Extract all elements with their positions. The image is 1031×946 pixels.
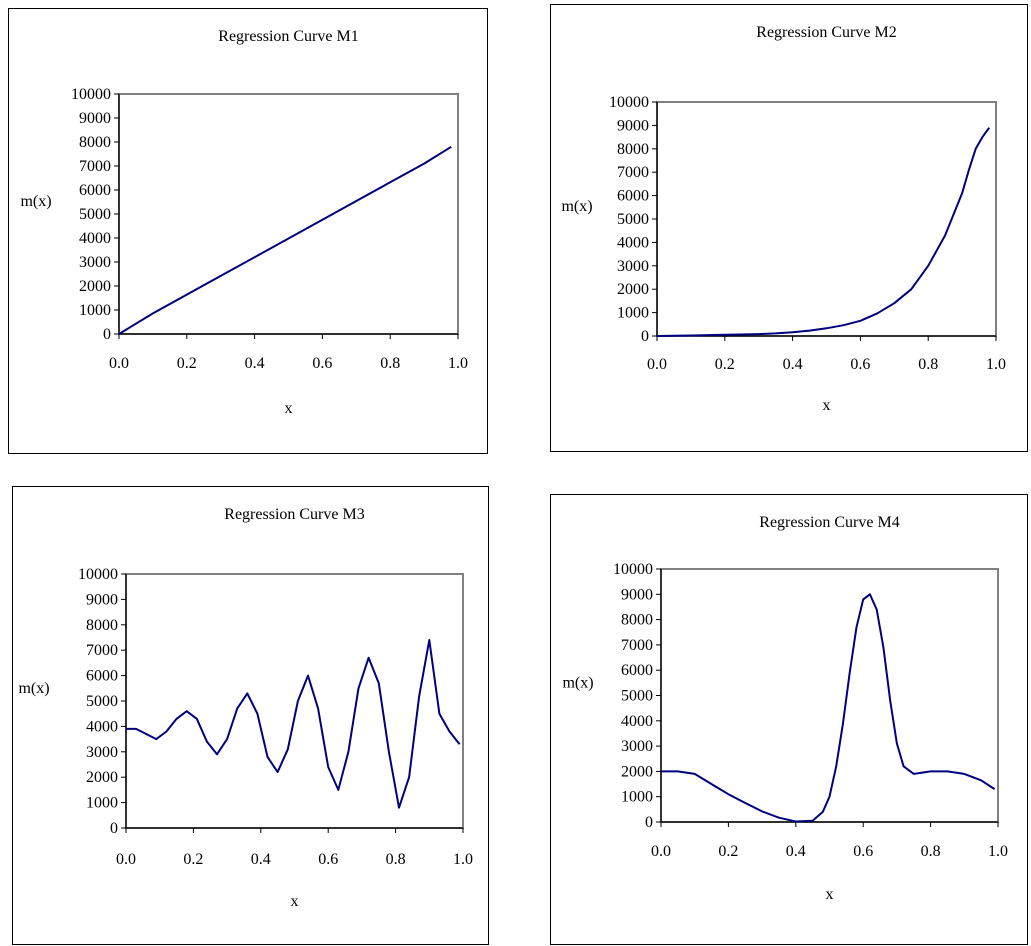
chart-panel-m2: Regression Curve M2 0 1000 2000 3000 4000 5000… xyxy=(550,4,1028,452)
y-tick-label: 9000 xyxy=(621,586,653,603)
x-tick-label: 0.8 xyxy=(921,843,941,860)
y-tick-label: 8000 xyxy=(86,617,118,634)
x-tick-label: 0.2 xyxy=(715,356,735,373)
chart-panel-m1: Regression Curve M1 0 1000 2000 3000 4000 5000… xyxy=(8,8,488,454)
y-tick-label: 2000 xyxy=(621,763,653,780)
y-tick-label: 4000 xyxy=(86,718,118,735)
y-tick-label: 5000 xyxy=(617,211,649,228)
y-axis-label: m(x) xyxy=(20,193,51,210)
y-tick-label: 4000 xyxy=(617,234,649,251)
x-tick-label: 0.6 xyxy=(850,356,870,373)
y-tick-label: 1000 xyxy=(621,789,653,806)
x-tick-label: 0.4 xyxy=(245,355,265,372)
x-tick-label: 0.2 xyxy=(183,851,203,868)
y-axis-label: m(x) xyxy=(561,198,592,215)
x-axis-label: x xyxy=(285,400,293,417)
y-tick-label: 6000 xyxy=(86,668,118,685)
y-tick-label: 10000 xyxy=(71,86,111,103)
y-tick-label: 0 xyxy=(645,814,653,831)
series-line xyxy=(656,127,991,337)
chart-m2: Regression Curve M2 0 1000 2000 3000 4000 5000… xyxy=(561,24,1006,414)
plot-area xyxy=(656,101,997,337)
y-tick-label: 9000 xyxy=(79,110,111,127)
y-tick-label: 2000 xyxy=(86,769,118,786)
chart-panel-m4: Regression Curve M4 0 1000 2000 3000 4000 5000… xyxy=(550,494,1028,945)
y-tick-label: 5000 xyxy=(86,693,118,710)
x-tick-label: 0.2 xyxy=(177,355,197,372)
y-tick-label: 5000 xyxy=(79,206,111,223)
y-axis-label: m(x) xyxy=(562,675,593,692)
x-tick-label: 0.6 xyxy=(318,851,338,868)
chart-panel-m3: Regression Curve M3 0 1000 2000 3000 4000 5000… xyxy=(12,486,489,945)
y-tick-label: 0 xyxy=(641,328,649,345)
x-axis-label: x xyxy=(823,397,831,414)
y-tick-label: 3000 xyxy=(617,258,649,275)
series-line xyxy=(126,639,461,809)
x-tick-label: 0.4 xyxy=(786,843,806,860)
y-tick-label: 7000 xyxy=(79,158,111,175)
chart-m1: Regression Curve M1 0 1000 2000 3000 4000 5000… xyxy=(20,28,468,417)
series-line xyxy=(118,145,452,335)
chart-title: Regression Curve M3 xyxy=(224,506,364,523)
y-tick-label: 0 xyxy=(110,820,118,837)
x-tick-label: 0.8 xyxy=(380,355,400,372)
x-tick-label: 0.6 xyxy=(312,355,332,372)
x-tick-label: 1.0 xyxy=(988,843,1008,860)
x-tick-label: 0.6 xyxy=(853,843,873,860)
x-tick-label: 0.8 xyxy=(918,356,938,373)
chart-m3: Regression Curve M3 0 1000 2000 3000 4000 5000… xyxy=(18,506,473,910)
x-tick-label: 0.0 xyxy=(116,851,136,868)
y-tick-label: 4000 xyxy=(79,230,111,247)
y-tick-label: 2000 xyxy=(617,281,649,298)
y-tick-label: 2000 xyxy=(79,278,111,295)
plot-area xyxy=(125,573,464,829)
x-tick-label: 0.8 xyxy=(386,851,406,868)
y-tick-label: 7000 xyxy=(621,637,653,654)
y-tick-label: 8000 xyxy=(617,141,649,158)
y-tick-label: 1000 xyxy=(79,302,111,319)
y-tick-label: 1000 xyxy=(86,795,118,812)
chart-m4: Regression Curve M4 0 1000 2000 3000 4000 5000… xyxy=(562,514,1008,903)
y-axis-label: m(x) xyxy=(18,680,49,697)
y-tick-label: 7000 xyxy=(617,164,649,181)
y-tick-label: 10000 xyxy=(78,566,118,583)
y-tick-label: 8000 xyxy=(621,612,653,629)
chart-title: Regression Curve M1 xyxy=(218,28,358,45)
x-tick-label: 0.0 xyxy=(109,355,129,372)
series-line xyxy=(661,593,996,823)
y-tick-label: 10000 xyxy=(613,561,653,578)
x-tick-label: 0.4 xyxy=(251,851,271,868)
x-tick-label: 1.0 xyxy=(986,356,1006,373)
y-tick-label: 9000 xyxy=(617,117,649,134)
y-tick-label: 10000 xyxy=(609,94,649,111)
plot-area xyxy=(118,93,459,335)
y-tick-label: 7000 xyxy=(86,642,118,659)
chart-title: Regression Curve M4 xyxy=(759,514,899,531)
x-tick-label: 0.0 xyxy=(647,356,667,373)
y-tick-label: 6000 xyxy=(617,188,649,205)
x-tick-label: 0.4 xyxy=(783,356,803,373)
y-tick-label: 8000 xyxy=(79,134,111,151)
x-tick-label: 1.0 xyxy=(448,355,468,372)
x-axis-label: x xyxy=(826,886,834,903)
y-tick-label: 5000 xyxy=(621,688,653,705)
y-tick-label: 0 xyxy=(103,326,111,343)
y-tick-label: 1000 xyxy=(617,305,649,322)
x-axis-label: x xyxy=(291,893,299,910)
y-tick-label: 4000 xyxy=(621,713,653,730)
y-tick-label: 3000 xyxy=(79,254,111,271)
chart-title: Regression Curve M2 xyxy=(756,24,896,41)
x-tick-label: 0.0 xyxy=(651,843,671,860)
x-tick-label: 0.2 xyxy=(718,843,738,860)
y-tick-label: 3000 xyxy=(86,744,118,761)
y-tick-label: 6000 xyxy=(79,182,111,199)
y-tick-label: 9000 xyxy=(86,591,118,608)
y-tick-label: 6000 xyxy=(621,662,653,679)
x-tick-label: 1.0 xyxy=(453,851,473,868)
y-tick-label: 3000 xyxy=(621,738,653,755)
